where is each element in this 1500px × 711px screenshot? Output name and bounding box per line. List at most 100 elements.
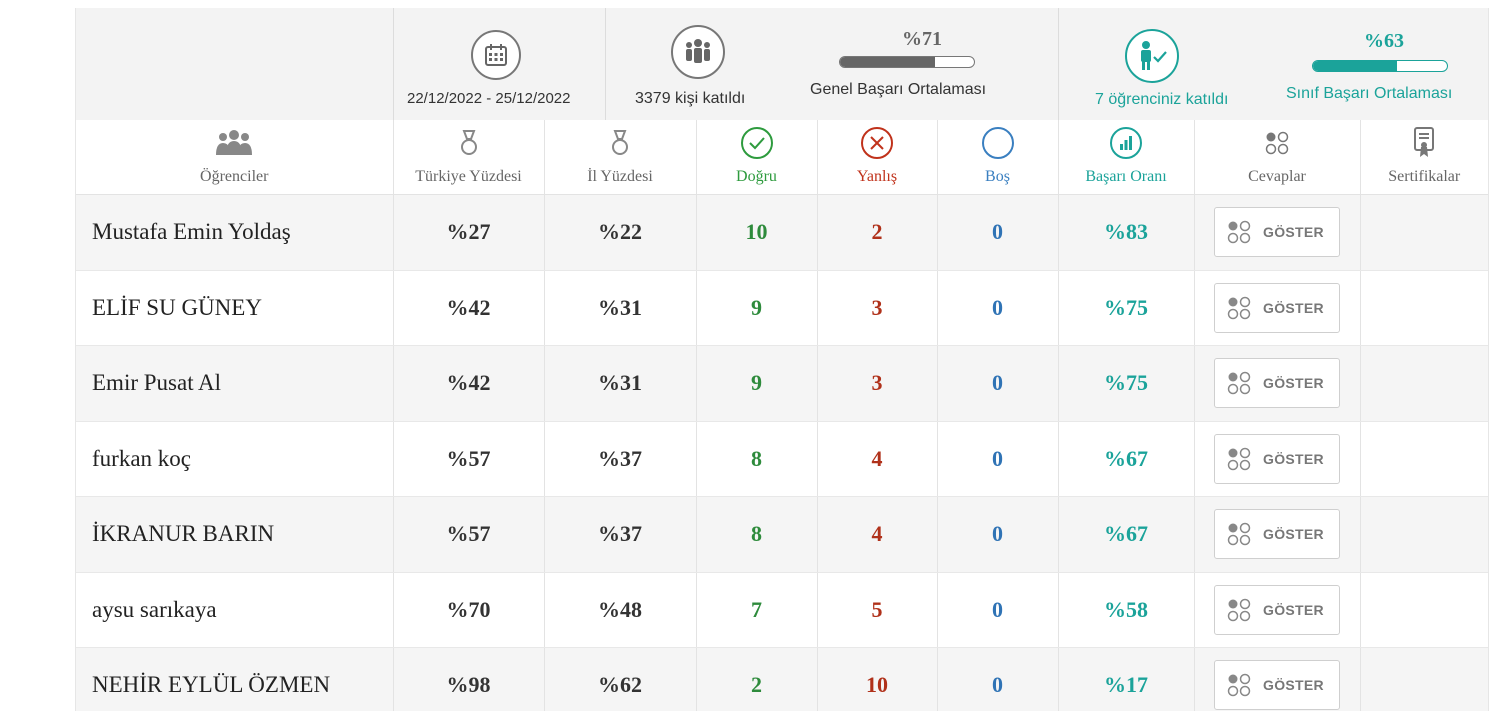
col-empty-label: Boş	[985, 168, 1010, 185]
success-rate: %75	[1058, 270, 1195, 346]
province-percent: %31	[544, 270, 697, 346]
province-percent: %62	[544, 647, 697, 711]
general-average-bar	[839, 56, 975, 68]
wrong-count: 5	[817, 572, 938, 648]
check-circle-icon	[697, 127, 817, 159]
certificate-cell	[1360, 496, 1488, 573]
col-students-label: Öğrenciler	[200, 168, 269, 185]
col-correct-label: Doğru	[736, 168, 777, 185]
group-icon	[671, 25, 725, 79]
turkey-percent: %42	[393, 345, 545, 422]
date-summary: 22/12/2022 - 25/12/2022	[393, 8, 605, 120]
student-name: ELİF SU GÜNEY	[76, 270, 394, 346]
wrong-count: 4	[817, 421, 938, 497]
empty-count: 0	[937, 194, 1059, 271]
answers-cell: GÖSTER	[1194, 572, 1361, 648]
answers-cell: GÖSTER	[1194, 496, 1361, 573]
show-answers-button[interactable]: GÖSTER	[1214, 660, 1340, 711]
answer-dots-icon	[1227, 296, 1251, 319]
empty-count: 0	[937, 345, 1059, 422]
show-answers-button[interactable]: GÖSTER	[1214, 433, 1340, 484]
col-success-label: Başarı Oranı	[1085, 168, 1167, 185]
turkey-percent: %70	[393, 572, 545, 648]
province-percent: %37	[544, 421, 697, 497]
empty-count: 0	[937, 572, 1059, 648]
show-answers-label: GÖSTER	[1263, 526, 1324, 543]
certificate-cell	[1360, 345, 1488, 422]
student-name: Mustafa Emin Yoldaş	[76, 194, 394, 271]
divider	[393, 8, 394, 120]
show-answers-button[interactable]: GÖSTER	[1214, 282, 1340, 333]
show-answers-label: GÖSTER	[1263, 224, 1324, 241]
province-percent: %37	[544, 496, 697, 573]
certificate-cell	[1360, 572, 1488, 648]
class-average-bar-fill	[1313, 61, 1398, 71]
correct-count: 2	[696, 647, 818, 711]
participants-count: 3379 kişi katıldı	[635, 90, 746, 107]
chart-circle-icon	[1059, 127, 1194, 159]
success-rate: %67	[1058, 496, 1195, 573]
answers-cell: GÖSTER	[1194, 421, 1361, 497]
col-wrong: Yanlış	[817, 120, 938, 195]
your-students-summary: 7 öğrenciniz katıldı	[1058, 8, 1280, 120]
show-answers-button[interactable]: GÖSTER	[1214, 509, 1340, 560]
success-rate: %58	[1058, 572, 1195, 648]
divider	[605, 8, 606, 120]
col-correct: Doğru	[696, 120, 818, 195]
table-row: ELİF SU GÜNEY %42 %31 9 3 0 %75 GÖSTER	[76, 270, 1488, 346]
col-answers: Cevaplar	[1194, 120, 1361, 195]
table-row: aysu sarıkaya %70 %48 7 5 0 %58 GÖSTER	[76, 572, 1488, 648]
answer-dots-icon	[1227, 372, 1251, 395]
certificate-cell	[1360, 647, 1488, 711]
success-rate: %17	[1058, 647, 1195, 711]
show-answers-label: GÖSTER	[1263, 677, 1324, 694]
col-province-label: İl Yüzdesi	[587, 168, 653, 185]
correct-count: 7	[696, 572, 818, 648]
show-answers-label: GÖSTER	[1263, 299, 1324, 316]
calendar-icon	[471, 30, 521, 80]
turkey-percent: %42	[393, 270, 545, 346]
province-percent: %48	[544, 572, 697, 648]
medal-icon	[394, 128, 544, 158]
empty-count: 0	[937, 647, 1059, 711]
table-row: furkan koç %57 %37 8 4 0 %67 GÖSTER	[76, 421, 1488, 497]
show-answers-button[interactable]: GÖSTER	[1214, 207, 1340, 258]
student-name: İKRANUR BARIN	[76, 496, 394, 573]
general-average-bar-fill	[840, 57, 936, 67]
col-province: İl Yüzdesi	[544, 120, 697, 195]
student-name: NEHİR EYLÜL ÖZMEN	[76, 647, 394, 711]
empty-count: 0	[937, 496, 1059, 573]
answers-cell: GÖSTER	[1194, 194, 1361, 271]
show-answers-button[interactable]: GÖSTER	[1214, 584, 1340, 635]
answer-dots-icon	[1227, 598, 1251, 621]
success-rate: %67	[1058, 421, 1195, 497]
medal-icon	[545, 128, 696, 158]
col-certificates-label: Sertifikalar	[1388, 168, 1461, 185]
certificate-cell	[1360, 421, 1488, 497]
turkey-percent: %98	[393, 647, 545, 711]
answer-dots-icon	[1227, 447, 1251, 470]
answers-cell: GÖSTER	[1194, 345, 1361, 422]
date-range: 22/12/2022 - 25/12/2022	[407, 90, 571, 107]
col-students: Öğrenciler	[76, 120, 394, 195]
class-average-value: %63	[1364, 30, 1404, 52]
correct-count: 8	[696, 421, 818, 497]
answers-cell: GÖSTER	[1194, 647, 1361, 711]
certificate-icon	[1361, 127, 1489, 158]
col-turkey: Türkiye Yüzdesi	[393, 120, 545, 195]
success-rate: %75	[1058, 345, 1195, 422]
answer-dots-icon	[1195, 128, 1360, 158]
table-row: Emir Pusat Al %42 %31 9 3 0 %75 GÖSTER	[76, 345, 1488, 422]
col-answers-label: Cevaplar	[1248, 168, 1306, 185]
table-row: İKRANUR BARIN %57 %37 8 4 0 %67 GÖSTER	[76, 496, 1488, 573]
your-students-count: 7 öğrenciniz katıldı	[1095, 91, 1229, 108]
student-name: furkan koç	[76, 421, 394, 497]
wrong-count: 10	[817, 647, 938, 711]
wrong-count: 2	[817, 194, 938, 271]
answers-cell: GÖSTER	[1194, 270, 1361, 346]
show-answers-button[interactable]: GÖSTER	[1214, 358, 1340, 409]
participants-summary: 3379 kişi katıldı	[605, 8, 785, 120]
table-row: NEHİR EYLÜL ÖZMEN %98 %62 2 10 0 %17 GÖSTER	[76, 647, 1488, 711]
turkey-percent: %57	[393, 421, 545, 497]
answer-dots-icon	[1227, 523, 1251, 546]
